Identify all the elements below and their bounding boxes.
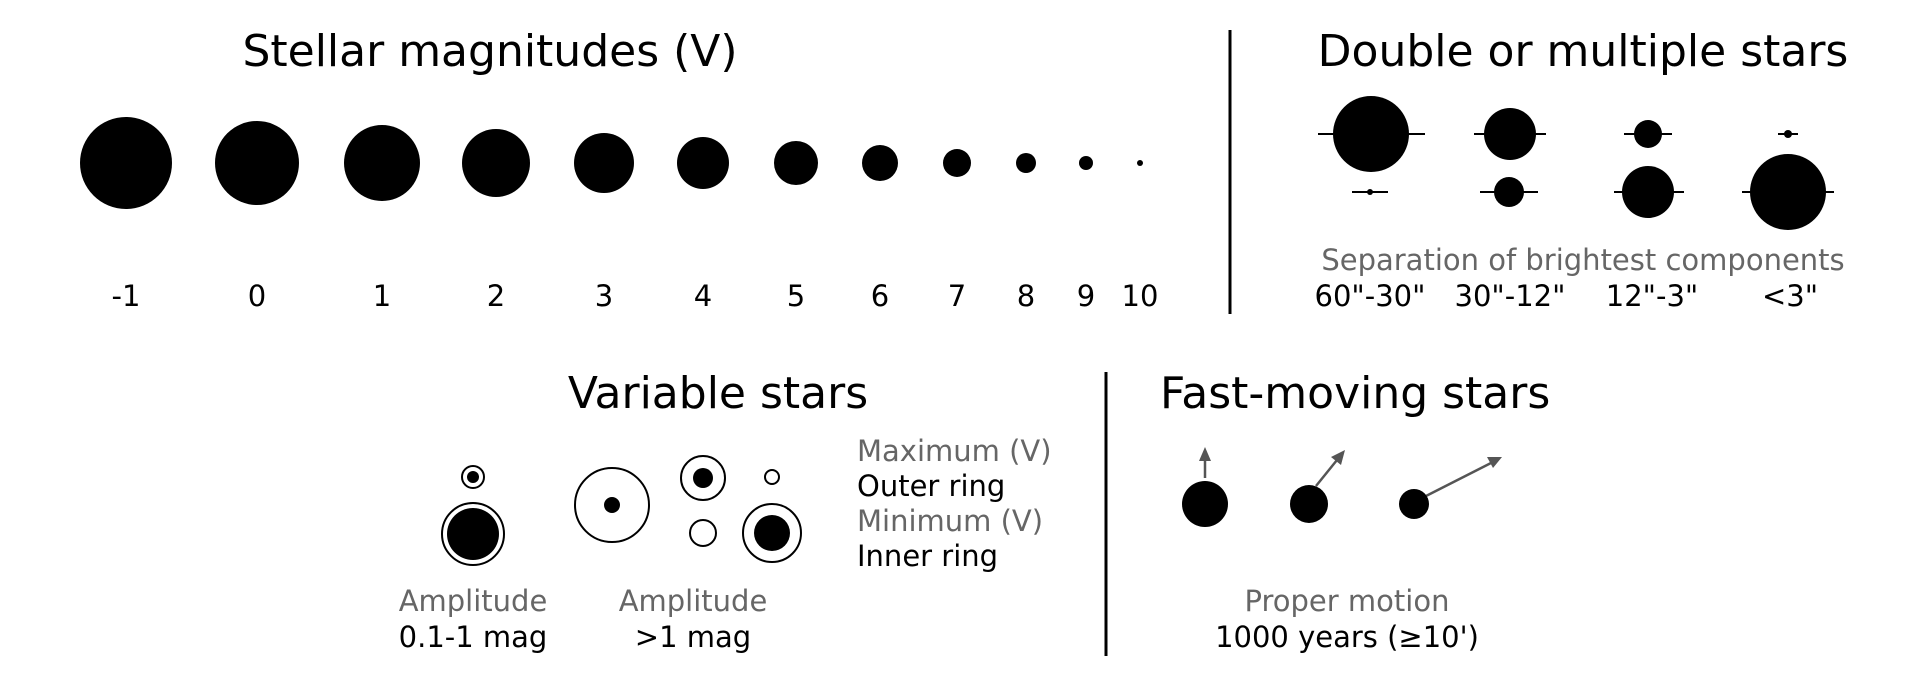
magnitudes-title: Stellar magnitudes (V) [242, 26, 737, 77]
variables-title: Variable stars [568, 368, 868, 419]
magnitudes-section: Stellar magnitudes (V) -1 0 1 2 3 4 5 6 7 8 9 10 [80, 26, 1158, 313]
magnitude-star [862, 145, 898, 181]
magnitude-star [215, 121, 299, 205]
fast-star-fast [1399, 457, 1502, 519]
proper-motion-caption: Proper motion [1245, 584, 1450, 618]
double-star-very-close [1742, 130, 1834, 230]
magnitude-label: 5 [787, 279, 805, 313]
magnitude-label: 6 [871, 279, 889, 313]
magnitude-label: 10 [1122, 279, 1159, 313]
magnitude-label: -1 [112, 279, 141, 313]
variables-legend-maximum: Maximum (V) [857, 434, 1052, 468]
magnitude-star [574, 133, 634, 193]
variables-legend-inner: Inner ring [857, 539, 998, 573]
magnitude-label: 2 [487, 279, 505, 313]
magnitude-star [462, 129, 530, 197]
doubles-caption: Separation of brightest components [1321, 243, 1844, 277]
magnitude-labels: -1 0 1 2 3 4 5 6 7 8 9 10 [112, 279, 1159, 313]
magnitude-label: 8 [1017, 279, 1035, 313]
magnitude-label: 7 [948, 279, 966, 313]
magnitude-star [1079, 156, 1093, 170]
double-star-wide [1318, 96, 1425, 195]
small-amplitude-value: 0.1-1 mag [399, 620, 548, 654]
small-amplitude-label: Amplitude [399, 584, 548, 618]
large-amplitude-value: >1 mag [635, 620, 751, 654]
fast-star-slow [1182, 447, 1228, 527]
magnitude-star [677, 137, 729, 189]
magnitude-star [344, 125, 420, 201]
fast-moving-section: Fast-moving stars Proper motion 1000 yea… [1160, 368, 1550, 654]
fast-star-medium [1290, 450, 1345, 523]
magnitude-star [1137, 160, 1143, 166]
double-star-close [1614, 120, 1684, 218]
variables-legend-outer: Outer ring [857, 469, 1005, 503]
magnitude-star [80, 117, 172, 209]
doubles-title: Double or multiple stars [1318, 26, 1849, 77]
variables-legend-minimum: Minimum (V) [857, 504, 1043, 538]
magnitude-label: 0 [248, 279, 266, 313]
magnitude-star [1016, 153, 1036, 173]
magnitude-label: 1 [373, 279, 391, 313]
magnitude-label: 9 [1077, 279, 1095, 313]
magnitude-star [774, 141, 818, 185]
separation-label: 60"-30" [1315, 279, 1426, 313]
magnitude-stars [80, 117, 1143, 209]
proper-motion-period: 1000 years (≥10') [1215, 620, 1479, 654]
magnitude-label: 4 [694, 279, 712, 313]
separation-label: 30"-12" [1455, 279, 1566, 313]
separation-label: 12"-3" [1606, 279, 1699, 313]
magnitude-star [943, 149, 971, 177]
variable-large-amplitude [574, 455, 802, 563]
doubles-section: Double or multiple stars [1315, 26, 1849, 313]
magnitude-label: 3 [595, 279, 613, 313]
separation-label: <3" [1762, 279, 1818, 313]
large-amplitude-label: Amplitude [619, 584, 768, 618]
fast-moving-title: Fast-moving stars [1160, 368, 1550, 419]
variables-section: Variable stars Maximum (V) Outer ring Mi… [399, 368, 1052, 654]
double-star-medium [1474, 108, 1546, 207]
variable-small-amplitude [441, 465, 505, 566]
